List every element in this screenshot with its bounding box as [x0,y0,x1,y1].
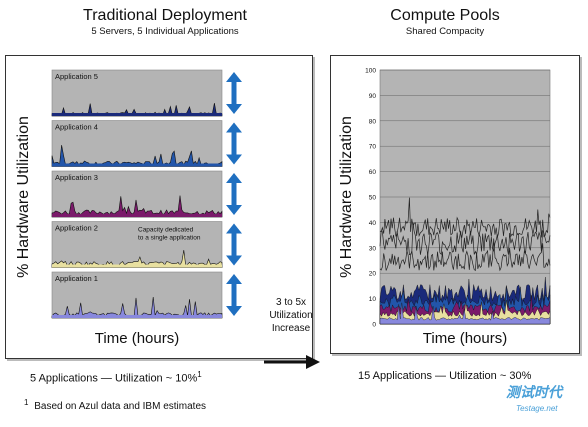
watermark-logo: 测试时代 [506,384,562,400]
y-tick-10: 10 [369,296,377,303]
application-3-capacity-arrow-icon [226,173,242,215]
left-caption-text: 5 Applications — Utilization ~ 10% [30,372,198,385]
pool-band-4 [379,302,551,325]
application-2-plot [51,221,223,268]
right-arrow-icon [264,355,320,369]
increase-line-3: Increase [271,323,311,334]
application-5-plot [51,69,223,117]
y-tick-30: 30 [369,245,377,252]
application-3-baseline [52,214,222,217]
application-3-area [51,195,223,218]
y-tick-90: 90 [369,93,377,100]
annotation-line-1: Capacity dedicated [138,227,194,234]
application-1-baseline [52,315,222,318]
y-tick-60: 60 [369,169,377,176]
application-2-label: Application 2 [55,224,98,233]
increase-line-2: Utilization [269,310,313,321]
application-4-label: Application 4 [55,123,98,132]
footnote: 1 Based on Azul data and IBM estimates [24,398,206,412]
application-4-capacity-arrow-icon [226,122,242,165]
right-caption: 15 Applications — Utilization ~ 30% [358,370,532,382]
left-caption-footnote-mark: 1 [197,370,202,379]
left-x-axis-label: Time (hours) [94,330,180,347]
application-2-baseline [52,264,222,268]
increase-line-1: 3 to 5x [275,297,307,308]
application-5-baseline [52,113,222,116]
y-tick-70: 70 [369,144,377,151]
footnote-mark: 1 [24,398,29,407]
y-tick-100: 100 [365,68,376,75]
application-4-plot [51,120,223,167]
application-3-label: Application 3 [55,173,98,182]
right-x-axis-label: Time (hours) [422,330,508,347]
y-tick-40: 40 [369,220,377,227]
application-5-label: Application 5 [55,72,98,81]
application-1-capacity-arrow-icon [226,274,242,316]
application-1-label: Application 1 [55,274,98,283]
left-title: Traditional Deployment [83,7,247,24]
pool-line-2 [379,238,551,272]
pool-line-1 [379,222,551,256]
pool-line-0 [379,197,551,239]
left-subtitle: 5 Servers, 5 Individual Applications [91,26,239,37]
right-title: Compute Pools [390,7,500,24]
annotation-line-2: to a single application [138,235,201,242]
left-caption: 5 Applications — Utilization ~ 10%1 [30,370,202,385]
footnote-text: Based on Azul data and IBM estimates [34,401,207,413]
increase-label: 3 to 5x Utilization Increase [256,296,326,335]
watermark-url: Testage.net [516,404,558,413]
application-2-capacity-arrow-icon [226,223,242,266]
y-tick-20: 20 [369,271,377,278]
right-subtitle: Shared Compacity [405,26,485,37]
y-tick-80: 80 [369,118,377,125]
y-tick-50: 50 [369,195,377,202]
application-5-capacity-arrow-icon [226,72,242,114]
y-tick-0: 0 [372,322,376,329]
application-4-baseline [52,163,222,167]
